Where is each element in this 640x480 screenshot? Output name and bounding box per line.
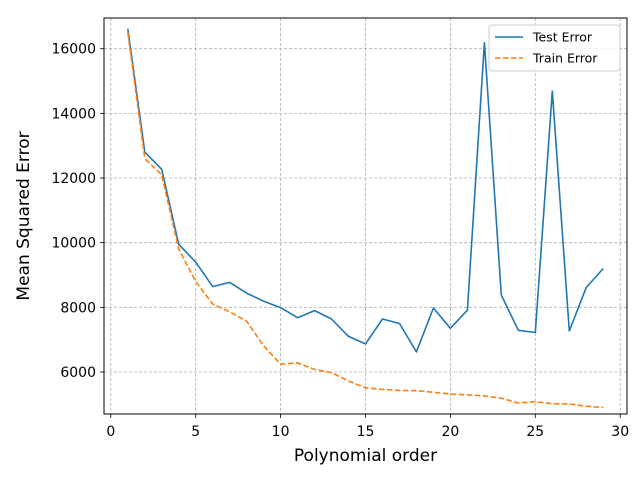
- y-tick-label: 14000: [51, 106, 96, 122]
- series-line-test-error: [127, 28, 604, 353]
- x-tick-label: 0: [106, 424, 115, 440]
- x-ticks: 0 5 10 15 20 25 30: [106, 414, 629, 440]
- x-tick-label: 30: [611, 424, 629, 440]
- y-tick-label: 16000: [51, 42, 96, 58]
- legend-label: Train Error: [532, 51, 598, 66]
- grid: [104, 18, 627, 414]
- x-tick-label: 10: [272, 424, 290, 440]
- series-line-train-error: [127, 32, 604, 409]
- y-tick-label: 6000: [60, 365, 96, 381]
- x-tick-label: 20: [441, 424, 459, 440]
- x-tick-label: 15: [357, 424, 375, 440]
- y-tick-label: 12000: [51, 171, 96, 187]
- x-tick-label: 5: [191, 424, 200, 440]
- y-tick-label: 8000: [60, 300, 96, 316]
- series-layer: [127, 28, 604, 409]
- legend-label: Test Error: [532, 30, 593, 45]
- x-axis-label: Polynomial order: [294, 446, 437, 466]
- legend: Test Error Train Error: [488, 24, 621, 72]
- y-ticks: 6000 8000 10000 12000 14000 16000: [51, 42, 104, 381]
- y-axis-label: Mean Squared Error: [14, 131, 34, 300]
- x-tick-label: 25: [526, 424, 544, 440]
- y-tick-label: 10000: [51, 236, 96, 252]
